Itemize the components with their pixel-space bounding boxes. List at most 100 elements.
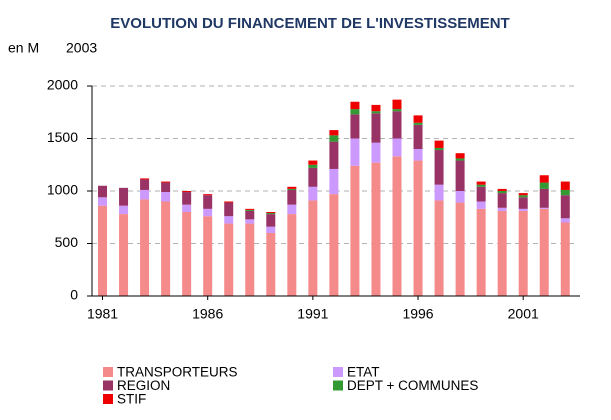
x-tick-label: 1996 <box>402 306 433 322</box>
bar-segment <box>140 189 150 200</box>
bar-segment <box>497 188 507 191</box>
legend-label: DEPT + COMMUNES <box>347 378 478 393</box>
bar-segment <box>434 184 444 201</box>
bar-segment <box>455 191 465 203</box>
bar-segment <box>266 226 276 233</box>
bar-segment <box>413 149 423 161</box>
bar-segment <box>476 184 486 187</box>
bar-segment <box>266 233 276 296</box>
bar-segment <box>98 205 108 296</box>
bar-segment <box>98 197 108 206</box>
bar-segment <box>413 115 423 123</box>
bar-segment <box>119 187 129 206</box>
bar-segment <box>329 168 339 195</box>
bar-segment <box>413 122 423 125</box>
bar-segment <box>392 111 402 139</box>
legend-swatch <box>103 380 113 391</box>
bar-segment <box>140 179 150 190</box>
legend-swatch <box>333 367 343 377</box>
bar-segment <box>308 200 318 296</box>
x-tick-label: 1991 <box>297 306 328 322</box>
bar-segment <box>371 142 381 163</box>
bar-segment <box>119 205 129 215</box>
bar-segment <box>329 194 339 296</box>
bar-segment <box>497 207 507 211</box>
bar-segment <box>560 222 570 296</box>
bar-segment <box>560 195 570 219</box>
bar-segment <box>203 195 213 209</box>
bar-segment <box>140 178 150 180</box>
bar-segment <box>203 216 213 296</box>
y-axis-label: en M <box>8 40 39 56</box>
bar-segment <box>350 101 360 110</box>
bar-segment <box>224 201 234 203</box>
bar-segment <box>224 223 234 296</box>
bar-segment <box>434 147 444 151</box>
bar-segment <box>434 200 444 296</box>
bar-segment <box>560 181 570 190</box>
bar-segment <box>518 208 528 211</box>
bar-segment <box>455 202 465 296</box>
bar-segment <box>497 191 507 194</box>
bar-segment <box>182 191 192 193</box>
bar-segment <box>539 207 549 209</box>
bar-segment <box>203 208 213 217</box>
bar-segment <box>140 199 150 296</box>
bar-segment <box>287 188 297 190</box>
bar-segment <box>350 138 360 166</box>
bar-segment <box>98 185 108 198</box>
legend-swatch <box>103 394 113 404</box>
bar-segment <box>434 140 444 148</box>
bar-segment <box>476 186 486 202</box>
x-tick-label: 1986 <box>192 306 223 322</box>
bar-segment <box>371 104 381 112</box>
bar-segment <box>287 186 297 189</box>
chart-title: EVOLUTION DU FINANCEMENT DE L'INVESTISSE… <box>110 15 509 32</box>
bar-segment <box>266 212 276 214</box>
bar-segment <box>287 214 297 296</box>
bar-segment <box>161 181 171 183</box>
bar-segment <box>455 153 465 159</box>
bar-segment <box>224 202 234 217</box>
bar-segment <box>392 109 402 112</box>
bar-segment <box>287 204 297 215</box>
bar-segment <box>308 167 318 187</box>
bar-segment <box>476 181 486 185</box>
bar-segment <box>476 208 486 296</box>
bar-segment <box>329 141 339 169</box>
bar-segment <box>497 193 507 208</box>
bar-segment <box>245 219 255 224</box>
bar-segment <box>392 99 402 110</box>
bar-segment <box>245 209 255 211</box>
bar-segment <box>350 165 360 296</box>
bar-segment <box>329 130 339 136</box>
bar-segment <box>518 197 528 209</box>
x-tick-label: 1981 <box>87 306 118 322</box>
bar-segment <box>161 201 171 296</box>
bar-segment <box>371 111 381 114</box>
bar-segment <box>413 124 423 149</box>
bar-segment <box>518 210 528 296</box>
bar-segment <box>161 182 171 193</box>
bar-segment <box>329 135 339 142</box>
x-tick-label: 2001 <box>508 306 539 322</box>
bar-segment <box>539 208 549 296</box>
bar-segment <box>539 182 549 189</box>
bar-segment <box>350 109 360 115</box>
bar-segment <box>245 210 255 220</box>
bar-segment <box>224 216 234 224</box>
subtitle: 2003 <box>66 40 97 56</box>
bar-segment <box>245 208 255 210</box>
bar-segment <box>308 186 318 201</box>
y-tick-label: 1500 <box>47 129 78 145</box>
bar-segment <box>245 223 255 296</box>
bar-segment <box>539 188 549 208</box>
bar-segment <box>287 189 297 205</box>
y-tick-label: 2000 <box>47 77 78 93</box>
legend-swatch <box>103 367 113 377</box>
bar-segment <box>518 195 528 198</box>
bar-segment <box>560 218 570 223</box>
bar-segment <box>392 138 402 157</box>
bar-segment <box>497 210 507 296</box>
